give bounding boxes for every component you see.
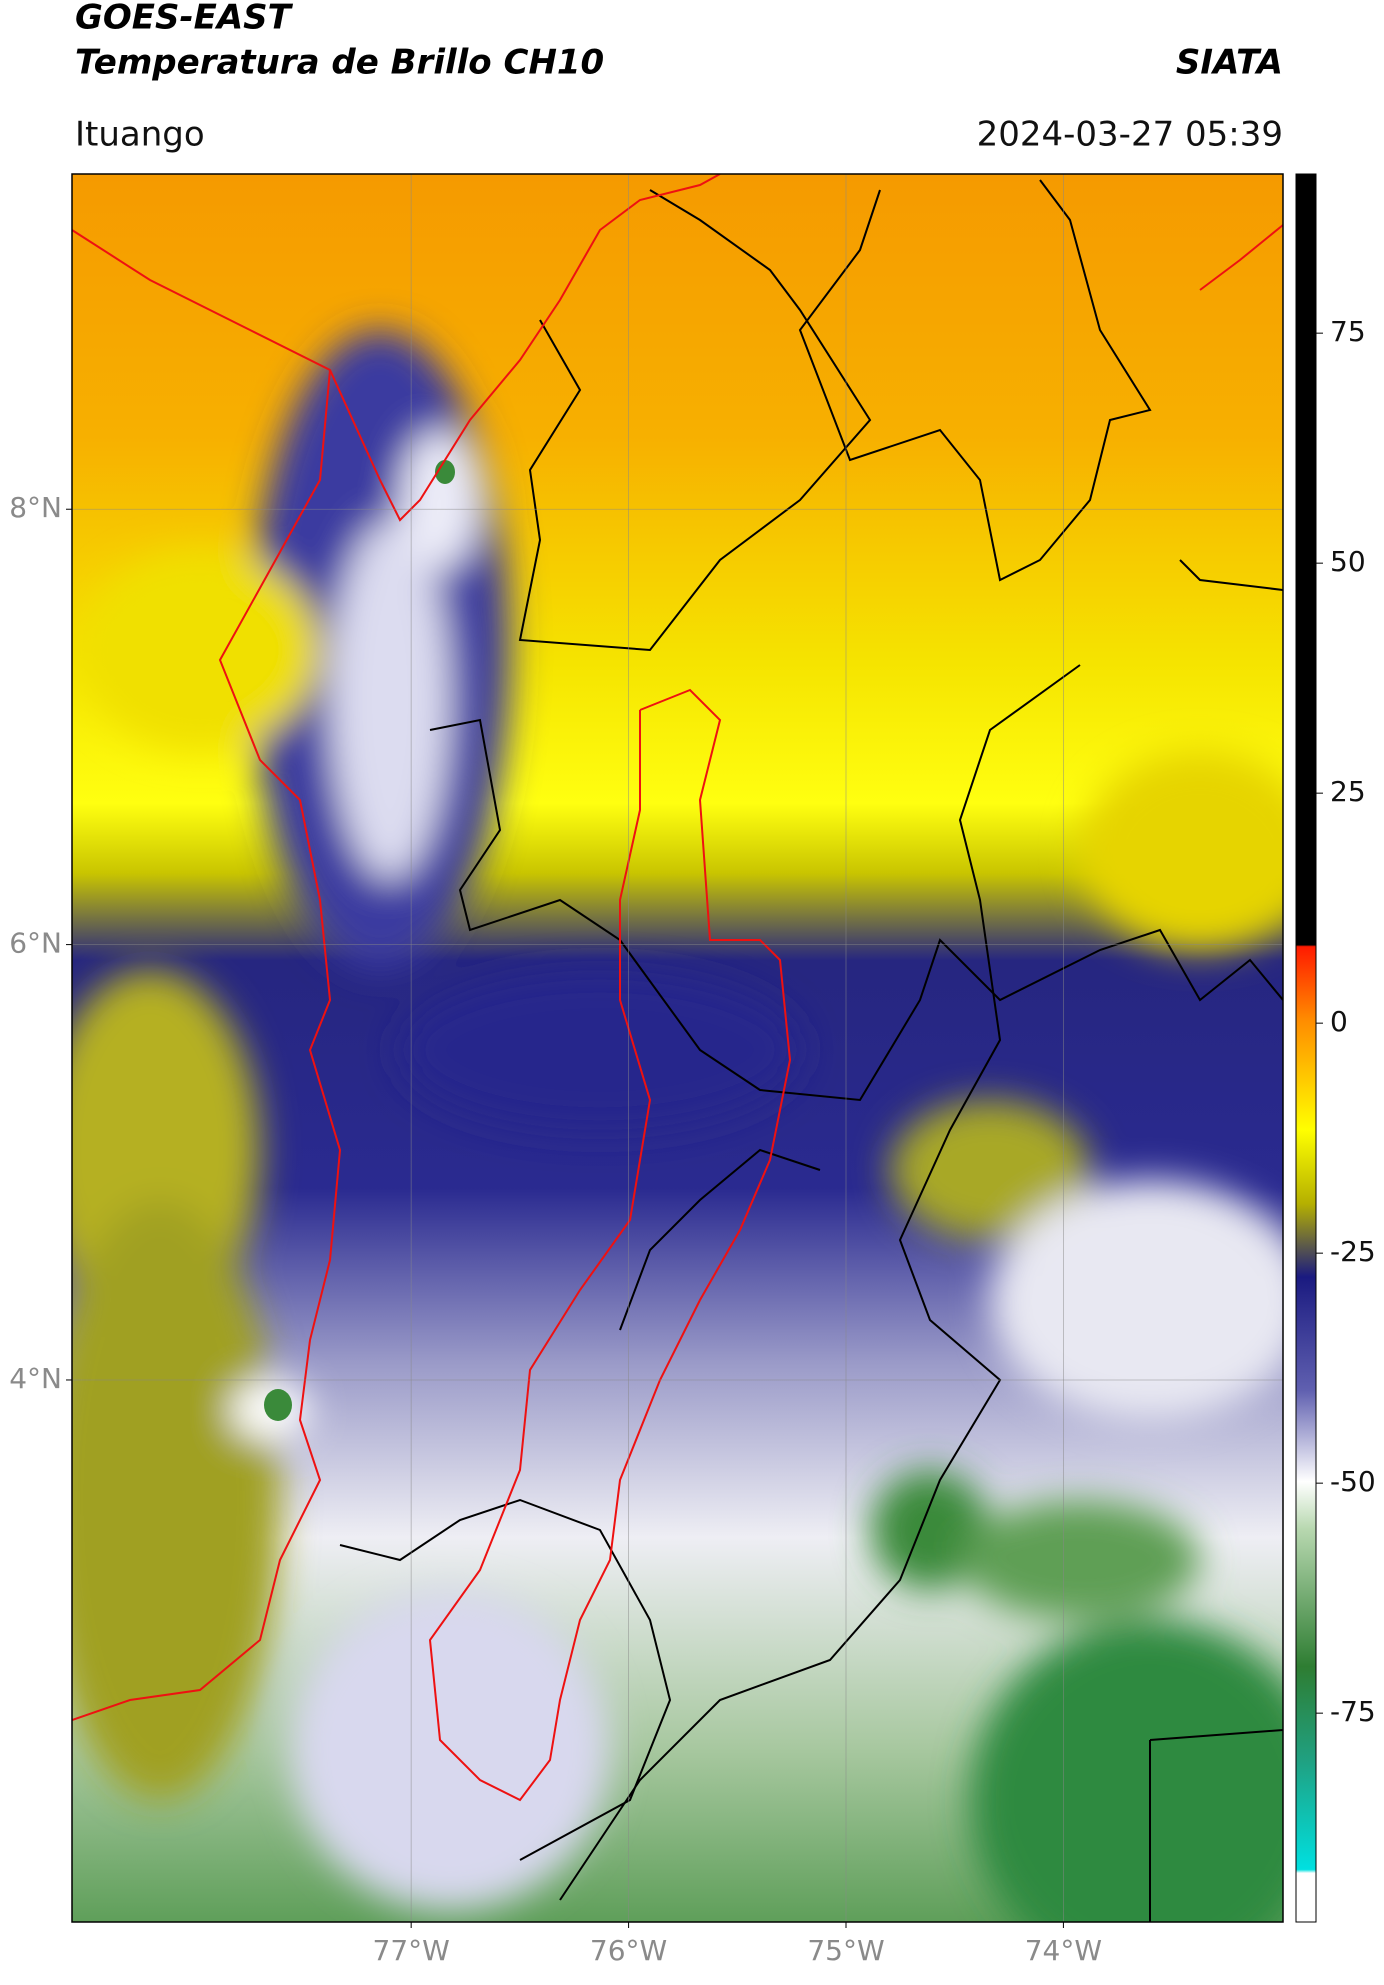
- y-tick-label: 4°N: [9, 1362, 62, 1395]
- x-tick-label: 77°W: [373, 1934, 450, 1967]
- colorbar: [1295, 173, 1317, 1923]
- grid: [72, 174, 1283, 1922]
- map-frame: [71, 173, 1284, 1923]
- colorbar-tick-label: -75: [1330, 1695, 1376, 1728]
- colorbar-tick-label: 75: [1330, 315, 1366, 348]
- colorbar-tick-label: -50: [1330, 1465, 1376, 1498]
- subtitle: Temperatura de Brillo CH10: [75, 43, 604, 83]
- x-tick-label: 76°W: [590, 1934, 667, 1967]
- y-tick-label: 6°N: [9, 927, 62, 960]
- datetime: 2024-03-27 05:39: [977, 115, 1283, 155]
- source: SIATA: [1176, 43, 1283, 83]
- x-tick-label: 75°W: [807, 1934, 884, 1967]
- colorbar-tick-label: -25: [1330, 1235, 1376, 1268]
- colorbar-ticks: 75 50 25 0 -25 -50 -75: [1316, 315, 1376, 1728]
- colorbar-tick-label: 50: [1330, 545, 1366, 578]
- colorbar-tick-label: 0: [1330, 1005, 1348, 1038]
- y-tick-label: 8°N: [9, 491, 62, 524]
- x-tick-label: 74°W: [1025, 1934, 1102, 1967]
- colorbar-tick-label: 25: [1330, 775, 1366, 808]
- location: Ituango: [75, 115, 205, 155]
- satellite-image: [72, 174, 1283, 1922]
- title: GOES-EAST: [75, 0, 294, 38]
